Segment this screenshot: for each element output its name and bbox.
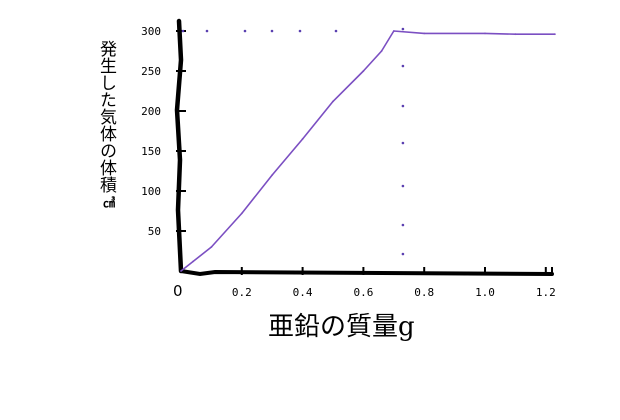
axes <box>174 18 554 277</box>
reference-dot-vertical <box>401 104 405 108</box>
data-point <box>180 270 182 272</box>
x-axis-line <box>179 269 554 277</box>
data-point <box>554 33 556 36</box>
y-axis-unit: ㎤ <box>102 196 115 210</box>
x-origin-label: 0 <box>173 282 183 300</box>
reference-dot-vertical <box>401 64 405 68</box>
data-point <box>392 30 395 32</box>
data-point <box>332 100 334 103</box>
data-point <box>423 32 426 35</box>
y-tick-label: 150 <box>141 145 161 158</box>
x-tick-label: 0.6 <box>353 286 373 299</box>
data-point <box>240 212 243 215</box>
data-point <box>514 33 517 36</box>
reference-dot-horizontal <box>181 29 185 33</box>
data-point <box>484 32 486 35</box>
reference-dot-horizontal <box>270 29 274 33</box>
reference-dot-horizontal <box>243 29 247 33</box>
reference-dot-horizontal <box>298 29 302 33</box>
x-tick-label: 1.0 <box>475 286 495 299</box>
y-tick-label: 50 <box>148 225 161 238</box>
reference-dot-vertical <box>401 184 405 188</box>
data-point <box>210 246 213 248</box>
reference-dot-horizontal <box>334 29 338 33</box>
reference-dots <box>181 27 405 256</box>
x-tick-label: 0.4 <box>293 286 313 299</box>
reference-dot-vertical <box>401 27 405 31</box>
data-point <box>301 138 304 140</box>
x-tick-label: 0.8 <box>414 286 434 299</box>
y-tick-label: 300 <box>141 25 161 38</box>
data-point <box>362 70 365 72</box>
data-point <box>192 260 195 263</box>
y-tick-label: 100 <box>141 185 161 198</box>
x-axis-label: 亜鉛の質量g <box>268 312 415 342</box>
y-axis-label-group: 発生した気体の体積 ㎤ <box>96 40 122 213</box>
y-tick-label: 250 <box>141 65 161 78</box>
x-tick-label: 1.2 <box>536 286 556 299</box>
y-axis-label: 発生した気体の体積 <box>96 40 116 193</box>
series-group <box>180 30 556 272</box>
y-tick-label: 200 <box>141 105 161 118</box>
reference-dot-vertical <box>401 141 405 145</box>
x-ticks: 0.2 0.4 0.6 0.8 1.0 1.2 <box>232 267 556 299</box>
series-line <box>180 30 555 272</box>
data-point <box>380 50 383 52</box>
reference-dot-vertical <box>401 252 405 256</box>
reference-dot-horizontal <box>205 29 209 33</box>
y-ticks: 50 100 150 200 250 300 <box>141 25 186 238</box>
x-tick-label: 0.2 <box>232 286 252 299</box>
reference-dot-vertical <box>401 223 405 227</box>
data-point <box>271 174 274 176</box>
y-axis-line <box>174 18 184 274</box>
